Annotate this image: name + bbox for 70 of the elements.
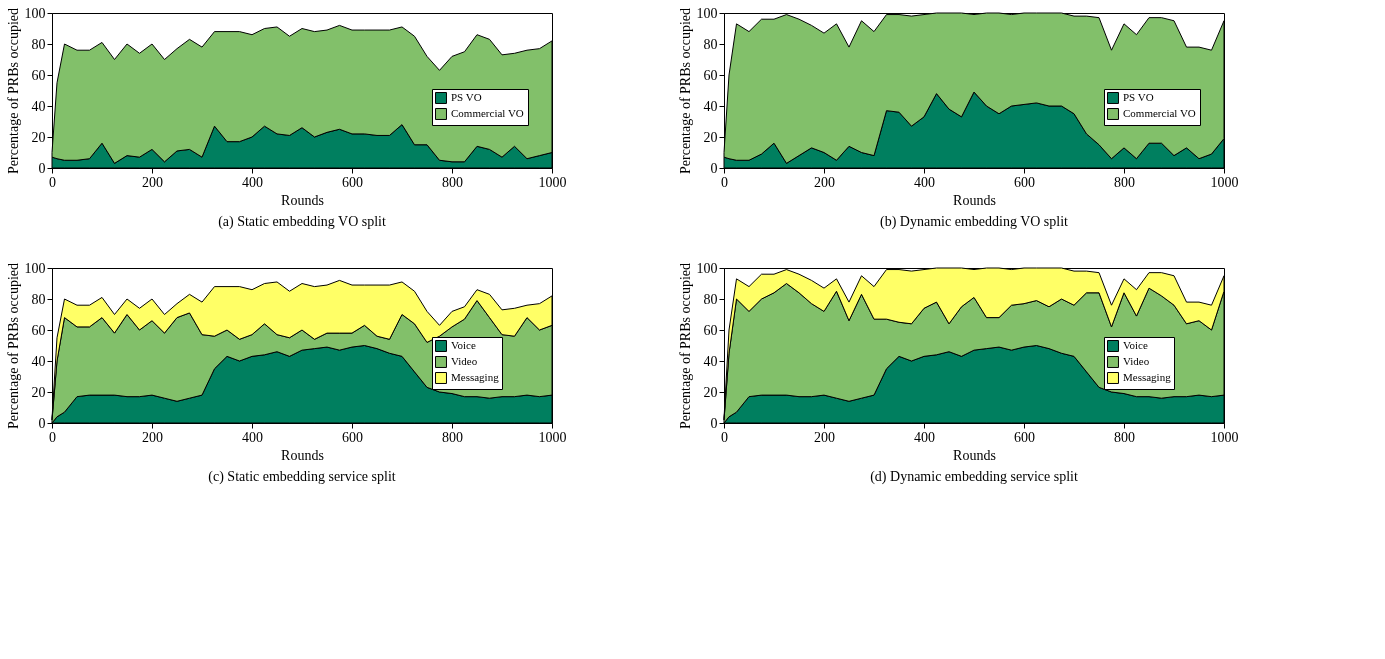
y-tick-label: 80 <box>703 36 718 52</box>
y-tick-label: 60 <box>703 322 718 338</box>
x-tick-label: 200 <box>142 429 163 445</box>
y-tick-label: 0 <box>38 415 46 431</box>
x-tick-label: 800 <box>1114 174 1135 190</box>
x-tick-label: 200 <box>814 174 835 190</box>
legend-label: Voice <box>451 339 476 351</box>
y-axis-title: Percentage of PRBs occupied <box>677 7 693 175</box>
y-axis-title: Percentage of PRBs occupied <box>5 262 21 430</box>
text: (d) Dynamic embedding service split <box>870 469 1078 485</box>
legend-label: Voice <box>1123 339 1148 351</box>
y-tick-label: 0 <box>710 415 718 431</box>
x-tick-label: 0 <box>721 429 728 445</box>
x-tick-label: 600 <box>1014 429 1035 445</box>
x-tick-label: 1000 <box>538 174 567 190</box>
y-tick-label: 60 <box>31 322 46 338</box>
x-tick-label: 600 <box>1014 174 1035 190</box>
x-axis-title: Rounds <box>281 192 324 208</box>
y-tick-label: 20 <box>703 129 718 145</box>
x-axis-title: Rounds <box>953 192 996 208</box>
y-tick-label: 20 <box>31 129 46 145</box>
y-tick-label: 80 <box>703 291 718 307</box>
legend-label: Video <box>451 355 478 367</box>
x-tick-label: 800 <box>442 429 463 445</box>
x-tick-label: 0 <box>721 174 728 190</box>
x-tick-label: 800 <box>442 174 463 190</box>
legend-label: Messaging <box>451 371 500 383</box>
legend-label: PS VO <box>1123 91 1154 103</box>
y-axis-title: Percentage of PRBs occupied <box>5 7 21 175</box>
x-tick-label: 200 <box>142 174 163 190</box>
y-tick-label: 20 <box>703 384 718 400</box>
legend-label: Video <box>1123 355 1150 367</box>
text: (a) Static embedding VO split <box>218 214 386 230</box>
y-tick-label: 40 <box>703 353 718 369</box>
y-tick-label: 100 <box>696 5 718 21</box>
x-tick-label: 200 <box>814 429 835 445</box>
x-tick-label: 400 <box>242 429 263 445</box>
x-axis-title: Rounds <box>953 447 996 463</box>
x-axis-title: Rounds <box>281 447 324 463</box>
x-tick-label: 400 <box>914 429 935 445</box>
x-tick-label: 0 <box>49 429 56 445</box>
y-tick-label: 0 <box>710 160 718 176</box>
y-tick-label: 80 <box>31 291 46 307</box>
y-tick-label: 100 <box>696 260 718 276</box>
x-tick-label: 800 <box>1114 429 1135 445</box>
x-tick-label: 1000 <box>1210 174 1239 190</box>
y-tick-label: 40 <box>31 98 46 114</box>
y-tick-label: 60 <box>31 67 46 83</box>
y-tick-label: 0 <box>38 160 46 176</box>
y-tick-label: 100 <box>24 260 46 276</box>
y-tick-label: 20 <box>31 384 46 400</box>
text: (b) Dynamic embedding VO split <box>880 214 1069 230</box>
x-tick-label: 1000 <box>538 429 567 445</box>
legend-label: Messaging <box>1123 371 1172 383</box>
x-tick-label: 0 <box>49 174 56 190</box>
y-tick-label: 100 <box>24 5 46 21</box>
x-tick-label: 600 <box>342 429 363 445</box>
y-tick-label: 40 <box>703 98 718 114</box>
x-tick-label: 600 <box>342 174 363 190</box>
text: (c) Static embedding service split <box>208 469 396 485</box>
x-tick-label: 400 <box>914 174 935 190</box>
y-tick-label: 80 <box>31 36 46 52</box>
y-tick-label: 60 <box>703 67 718 83</box>
y-tick-label: 40 <box>31 353 46 369</box>
legend-label: Commercial VO <box>1123 107 1196 119</box>
legend-label: Commercial VO <box>451 107 524 119</box>
legend-label: PS VO <box>451 91 482 103</box>
x-tick-label: 1000 <box>1210 429 1239 445</box>
x-tick-label: 400 <box>242 174 263 190</box>
y-axis-title: Percentage of PRBs occupied <box>677 262 693 430</box>
